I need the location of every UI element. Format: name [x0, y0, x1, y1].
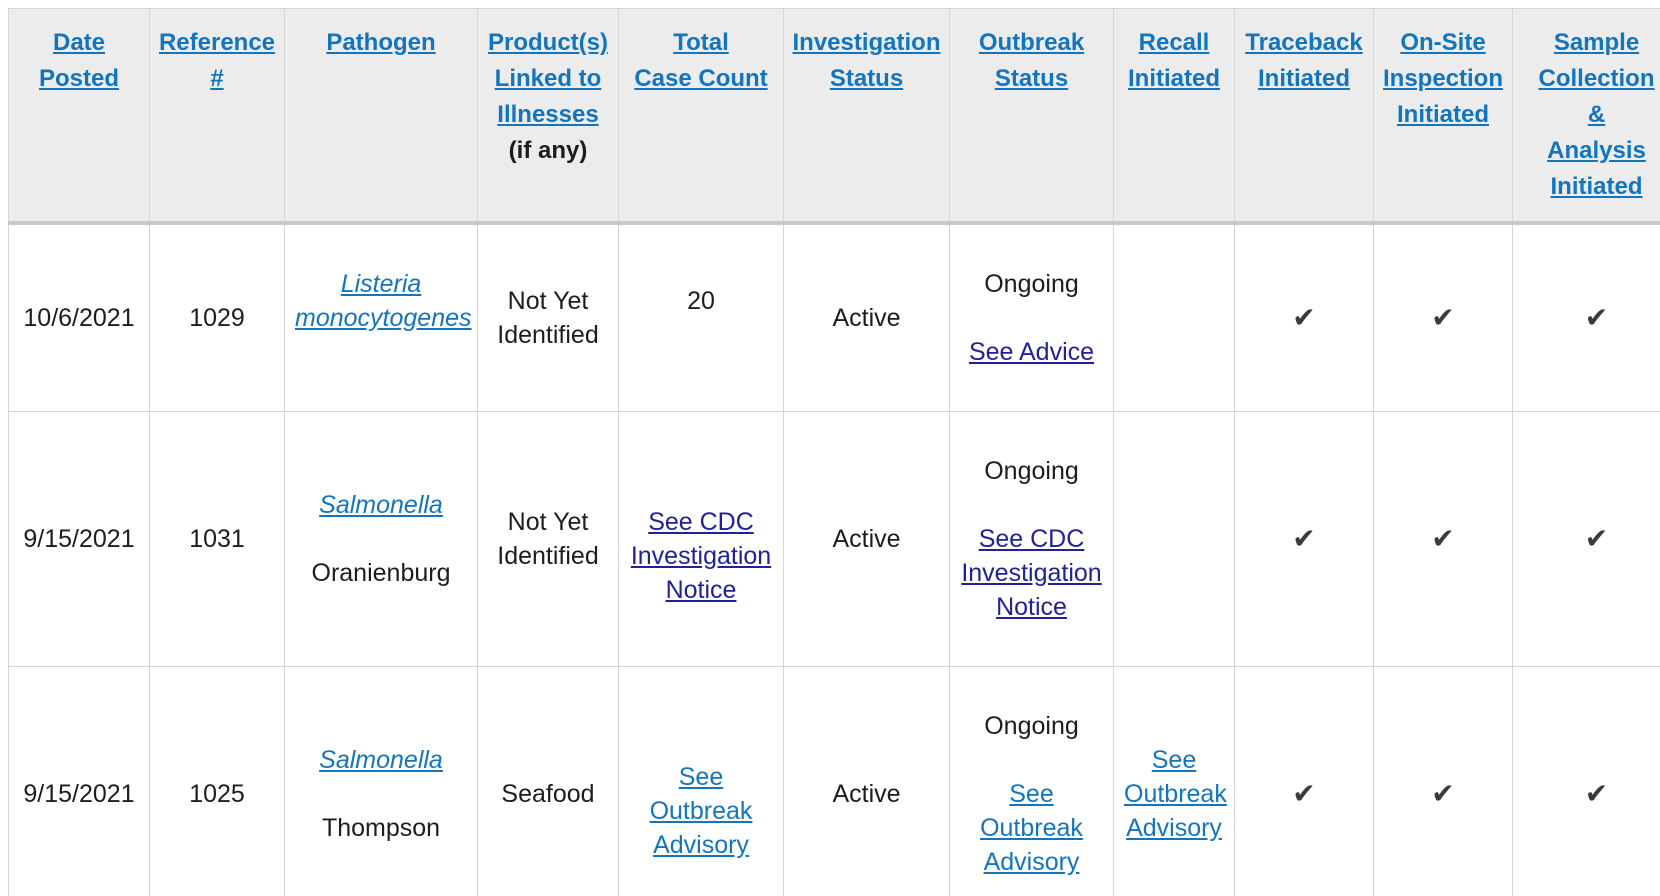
traceback-check: ✔ [1234, 222, 1374, 412]
column-header-recall-initiated: Recall Initiated [1113, 8, 1235, 225]
case-count-value: 20 [687, 286, 715, 315]
column-header-pathogen: Pathogen [284, 8, 478, 225]
recall-link[interactable]: See Outbreak Advisory [1124, 745, 1227, 842]
column-header-sample-collection-initiated: Sample Collection & Analysis Initiated [1512, 8, 1660, 225]
column-header-investigation-status: Investigation Status [783, 8, 950, 225]
reference-cell: 1025 [149, 665, 285, 896]
column-header-link-recall-initiated[interactable]: Recall Initiated [1127, 29, 1220, 92]
recall-cell [1113, 410, 1235, 667]
pathogen-text: Thompson [321, 813, 441, 842]
column-header-link-products-linked[interactable]: Product(s) Linked to Illnesses [488, 29, 608, 128]
pathogen-link[interactable]: Salmonella [319, 745, 443, 774]
case-count-cell: See Outbreak Advisory [618, 665, 784, 896]
reference-cell: 1029 [149, 222, 285, 412]
table-body: 10/6/2021 1029 Listeria monocytogenes No… [8, 222, 1660, 896]
pathogen-link[interactable]: Salmonella [319, 490, 443, 519]
products-if-any-note: (if any) [508, 137, 588, 164]
column-header-link-total-case-count[interactable]: Total Case Count [634, 29, 768, 92]
column-header-link-investigation-status[interactable]: Investigation Status [792, 29, 941, 92]
product-cell: Not Yet Identified [477, 410, 619, 667]
column-header-outbreak-status: Outbreak Status [949, 8, 1114, 225]
column-header-total-case-count: Total Case Count [618, 8, 784, 225]
traceback-check: ✔ [1234, 665, 1374, 896]
header-row: Date Posted Reference # Pathogen Product… [8, 8, 1660, 225]
date-posted-cell: 9/15/2021 [8, 665, 150, 896]
onsite-inspection-check: ✔ [1373, 665, 1513, 896]
column-header-products-linked: Product(s) Linked to Illnesses (if any) [477, 8, 619, 225]
column-header-reference: Reference # [149, 8, 285, 225]
column-header-link-reference[interactable]: Reference # [158, 29, 276, 92]
outbreak-status-cell: Ongoing See Advice [949, 222, 1114, 412]
column-header-link-pathogen[interactable]: Pathogen [326, 29, 436, 56]
recall-cell [1113, 222, 1235, 412]
outbreak-status-text: Ongoing [984, 711, 1079, 740]
outbreak-status-link[interactable]: See CDC Investigation Notice [961, 524, 1102, 621]
column-header-onsite-inspection-initiated: On-Site Inspection Initiated [1373, 8, 1513, 225]
sample-collection-check: ✔ [1512, 410, 1660, 667]
sample-collection-check: ✔ [1512, 665, 1660, 896]
outbreak-status-link[interactable]: See Advice [968, 337, 1095, 366]
outbreak-status-link[interactable]: See Outbreak Advisory [980, 779, 1083, 876]
investigation-status-cell: Active [783, 222, 950, 412]
case-count-link[interactable]: See Outbreak Advisory [649, 762, 753, 859]
outbreak-investigation-table: Date Posted Reference # Pathogen Product… [8, 8, 1660, 896]
outbreak-status-cell: Ongoing See Outbreak Advisory [949, 665, 1114, 896]
case-count-cell: 20 [618, 222, 784, 412]
column-header-date-posted: Date Posted [8, 8, 150, 225]
column-header-traceback-initiated: Traceback Initiated [1234, 8, 1374, 225]
investigation-status-cell: Active [783, 410, 950, 667]
table-row: 9/15/2021 1025 Salmonella Thompson Seafo… [8, 665, 1660, 896]
outbreak-status-text: Ongoing [984, 269, 1079, 298]
pathogen-text: Oranienburg [311, 558, 451, 587]
pathogen-cell: Salmonella Oranienburg [284, 410, 478, 667]
onsite-inspection-check: ✔ [1373, 222, 1513, 412]
recall-cell: See Outbreak Advisory [1113, 665, 1235, 896]
column-header-link-outbreak-status[interactable]: Outbreak Status [978, 29, 1085, 92]
product-cell: Seafood [477, 665, 619, 896]
column-header-link-sample-collection-initiated[interactable]: Sample Collection & Analysis Initiated [1538, 29, 1655, 200]
pathogen-cell: Salmonella Thompson [284, 665, 478, 896]
product-cell: Not Yet Identified [477, 222, 619, 412]
column-header-link-onsite-inspection-initiated[interactable]: On-Site Inspection Initiated [1382, 29, 1503, 128]
onsite-inspection-check: ✔ [1373, 410, 1513, 667]
investigation-status-cell: Active [783, 665, 950, 896]
table-header: Date Posted Reference # Pathogen Product… [8, 8, 1660, 225]
column-header-link-date-posted[interactable]: Date Posted [38, 29, 119, 92]
case-count-link[interactable]: See CDC Investigation Notice [630, 507, 772, 604]
outbreak-status-cell: Ongoing See CDC Investigation Notice [949, 410, 1114, 667]
traceback-check: ✔ [1234, 410, 1374, 667]
case-count-cell: See CDC Investigation Notice [618, 410, 784, 667]
sample-collection-check: ✔ [1512, 222, 1660, 412]
date-posted-cell: 9/15/2021 [8, 410, 150, 667]
pathogen-link[interactable]: Listeria monocytogenes [295, 269, 472, 332]
column-header-link-traceback-initiated[interactable]: Traceback Initiated [1245, 29, 1363, 92]
pathogen-cell: Listeria monocytogenes [284, 222, 478, 412]
outbreak-status-text: Ongoing [984, 456, 1079, 485]
table-row: 9/15/2021 1031 Salmonella Oranienburg No… [8, 410, 1660, 667]
table-row: 10/6/2021 1029 Listeria monocytogenes No… [8, 222, 1660, 412]
date-posted-cell: 10/6/2021 [8, 222, 150, 412]
reference-cell: 1031 [149, 410, 285, 667]
